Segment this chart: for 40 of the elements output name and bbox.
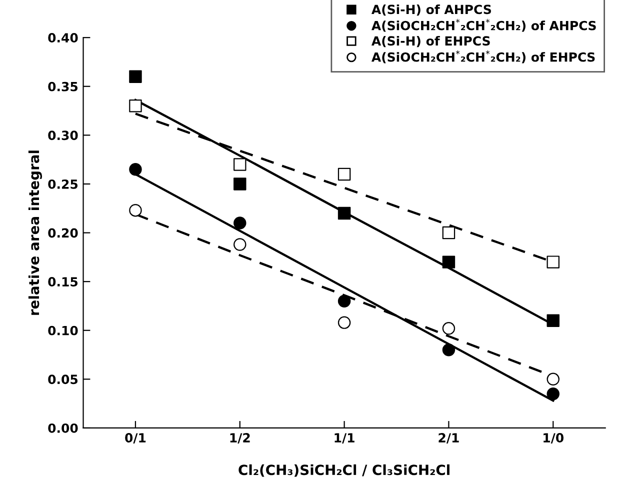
x-axis-title: Cl₂(CH₃)SiCH₂Cl / Cl₃SiCH₂Cl [238,464,450,477]
y-tick-label: 0.40 [48,33,78,43]
point [234,178,246,190]
point [234,238,246,251]
y-tick-label: 0.10 [48,326,78,336]
point [234,216,246,230]
point [442,256,456,268]
point [129,162,142,176]
x-tick-label: 0/1 [125,433,146,444]
x-tick-label: 2/1 [438,433,459,444]
legend-label: A(SiOCH₂CH$^{*}$₂CH$^{*}$₂CH₂) of AHPCS [372,18,596,32]
point [442,322,456,335]
point [234,158,246,171]
legend-label: A(Si-H) of EHPCS [372,36,490,48]
y-tick-label: 0.00 [48,423,78,433]
point [129,100,142,112]
y-tick-label: 0.30 [48,130,78,140]
point [546,372,560,386]
point [338,206,351,220]
point [546,256,560,268]
point [546,387,560,400]
y-axis-title: relative area integral [28,150,42,315]
point [129,204,142,217]
legend-label: A(SiOCH₂CH$^{*}$₂CH$^{*}$₂CH₂) of EHPCS [372,50,595,64]
point [338,316,351,329]
point [129,70,142,83]
y-tick-label: 0.05 [48,374,78,384]
y-tick-label: 0.20 [48,228,78,238]
point [338,294,351,308]
x-tick-label: 1/2 [230,433,250,444]
point [546,314,560,327]
y-tick-label: 0.25 [48,179,78,189]
x-tick-label: 1/1 [334,433,354,444]
y-tick-label: 0.15 [48,277,78,287]
y-tick-label: 0.35 [48,82,78,92]
point [442,344,456,356]
point [338,168,351,181]
x-tick-label: 1/0 [544,433,564,444]
point [442,226,456,240]
legend-label: A(Si-H) of AHPCS [372,4,491,16]
